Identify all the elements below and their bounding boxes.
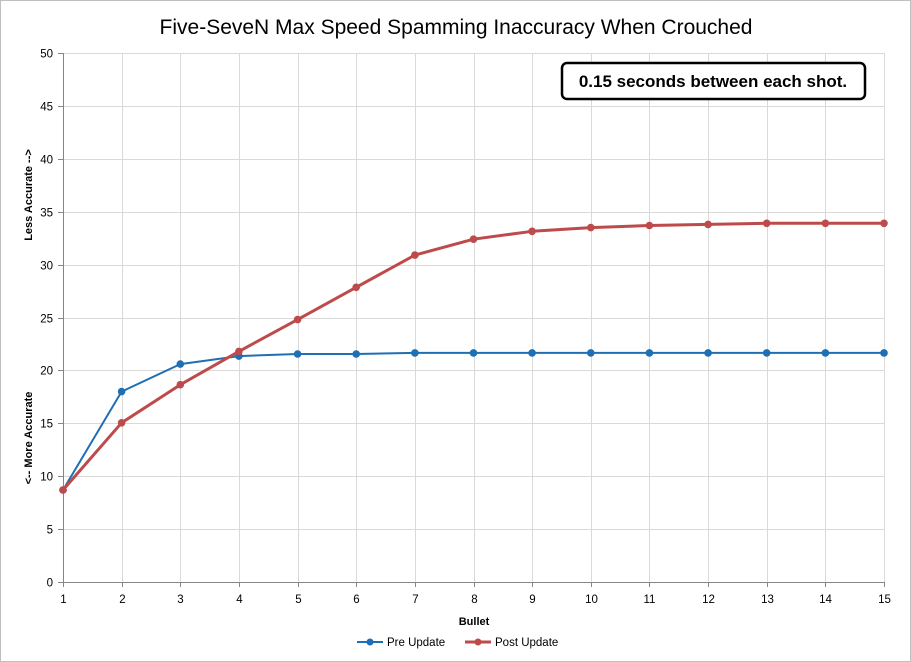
data-point-pre-update [587, 349, 595, 357]
data-point-pre-update [528, 349, 536, 357]
x-tick-label: 12 [702, 594, 715, 606]
data-point-pre-update [352, 350, 361, 358]
data-point-pre-update [880, 349, 888, 357]
chart-title: Five-SeveN Max Speed Spamming Inaccuracy… [160, 16, 753, 39]
y-tick-label: 20 [40, 366, 53, 378]
data-point-post-update [176, 380, 185, 389]
series-line-pre-update [62, 351, 884, 491]
data-point-post-update [469, 235, 478, 243]
y-tick-label: 40 [40, 155, 53, 167]
data-point-pre-update [704, 349, 712, 357]
legend-label-post-update: Post Update [495, 637, 558, 649]
y-tick-label: 30 [40, 261, 53, 273]
annotation-box: 0.15 seconds between each shot. [560, 61, 867, 101]
x-axis-title: Bullet [459, 616, 490, 628]
data-point-pre-update [176, 360, 185, 368]
series-post-update [59, 219, 888, 494]
x-tick-label: 14 [819, 594, 832, 606]
x-tick-label: 9 [529, 594, 535, 606]
y-tick-label: 0 [47, 578, 53, 590]
x-tick-label: 10 [585, 594, 598, 606]
data-point-post-update [880, 219, 888, 228]
data-point-post-update [587, 223, 595, 232]
x-tick-label: 8 [471, 594, 477, 606]
x-tick-label: 13 [761, 594, 774, 606]
data-point-post-update [645, 221, 654, 230]
data-point-post-update [762, 219, 771, 228]
legend: Pre Update Post Update [357, 637, 558, 649]
x-tick-label: 1 [60, 594, 66, 606]
data-point-post-update [59, 486, 67, 494]
data-point-pre-update [411, 349, 419, 357]
y-tick-label: 50 [40, 49, 53, 61]
y-axis-title-top: Less Accurate --> [23, 149, 35, 241]
data-point-post-update [293, 315, 302, 324]
legend-marker-pre-update [366, 638, 374, 646]
data-point-post-update [411, 251, 419, 259]
x-tick-label: 6 [353, 594, 359, 606]
y-tick-label: 15 [40, 419, 53, 431]
data-point-post-update [704, 220, 712, 229]
x-tick-label: 15 [878, 594, 891, 606]
x-tick-label: 5 [295, 594, 301, 606]
legend-item-pre-update: Pre Update [357, 637, 445, 649]
x-tick-label: 11 [644, 594, 656, 606]
y-tick-label: 10 [40, 472, 53, 484]
data-point-pre-update [762, 349, 771, 357]
data-point-pre-update [117, 387, 126, 396]
legend-label-pre-update: Pre Update [387, 637, 445, 649]
y-tick-label: 35 [40, 208, 53, 220]
data-point-pre-update [293, 350, 302, 358]
annotation-frame [560, 61, 867, 101]
data-point-post-update [235, 347, 243, 356]
data-point-post-update [821, 219, 830, 228]
legend-item-post-update: Post Update [465, 637, 558, 649]
x-tick-label: 2 [119, 594, 125, 606]
data-point-pre-update [469, 349, 478, 357]
data-point-pre-update [821, 349, 830, 357]
data-point-post-update [528, 227, 536, 236]
data-point-post-update [117, 419, 126, 427]
annotation-text: 0.15 seconds between each shot. [579, 72, 847, 91]
x-tick-label: 7 [412, 594, 418, 606]
y-tick-label: 25 [40, 314, 53, 326]
x-tick-label: 4 [236, 594, 243, 606]
grid-lines [63, 53, 885, 582]
x-tick-label: 3 [177, 594, 183, 606]
series-group [59, 219, 888, 494]
data-point-post-update [352, 283, 361, 292]
series-pre-update [59, 349, 888, 494]
y-axis-title-bottom: <-- More Accurate [23, 392, 35, 485]
y-tick-label: 5 [47, 525, 53, 537]
y-tick-label: 45 [40, 102, 53, 114]
legend-marker-post-update [474, 638, 482, 646]
data-point-pre-update [645, 349, 654, 357]
